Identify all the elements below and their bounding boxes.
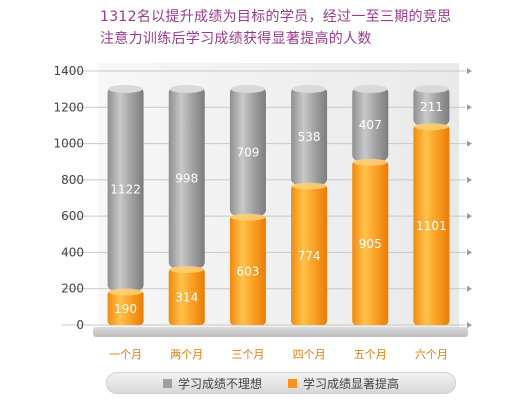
bar-gray-cap bbox=[414, 84, 449, 93]
y-tick-label: 0 bbox=[76, 318, 84, 332]
gridline-arrow bbox=[467, 213, 472, 220]
bar-orange-cap bbox=[414, 123, 449, 131]
gridline-arrow bbox=[467, 249, 472, 256]
gridline-arrow bbox=[467, 176, 472, 183]
bar-gray bbox=[413, 86, 450, 126]
bar-group bbox=[229, 84, 266, 325]
legend-label-orange: 学习成绩显著提高 bbox=[303, 376, 400, 391]
data-label-orange: 314 bbox=[175, 291, 198, 305]
y-tick-label: 1000 bbox=[53, 137, 84, 151]
plot-panel bbox=[98, 63, 459, 331]
x-tick-label: 四个月 bbox=[293, 348, 326, 361]
legend-swatch-orange bbox=[288, 378, 297, 388]
chart-title: 1312名以提升成绩为目标的学员，经过一至三期的竞思 注意力训练后学习成绩获得显… bbox=[100, 6, 500, 50]
title-line-1: 1312名以提升成绩为目标的学员，经过一至三期的竞思 bbox=[100, 9, 452, 25]
data-label-gray: 407 bbox=[359, 118, 382, 132]
gridline-arrow bbox=[467, 104, 472, 111]
plot-base bbox=[93, 327, 468, 337]
bar-orange-cap bbox=[230, 213, 265, 221]
x-axis: 一个月 两个月 三个月 四个月 五个月 六个月 bbox=[109, 348, 448, 361]
y-tick-label: 200 bbox=[61, 282, 84, 296]
bar-orange bbox=[229, 215, 266, 325]
x-tick-label: 三个月 bbox=[231, 348, 264, 361]
data-label-gray: 211 bbox=[420, 100, 443, 114]
bar-group bbox=[168, 84, 205, 325]
bar-orange bbox=[413, 125, 450, 325]
y-tick-label: 1200 bbox=[53, 100, 84, 114]
legend: 学习成绩不理想 学习成绩显著提高 bbox=[106, 372, 456, 394]
bar-gray-cap bbox=[353, 84, 388, 93]
bar-group bbox=[352, 84, 389, 325]
data-label-gray: 998 bbox=[175, 171, 198, 185]
gridline-arrow bbox=[467, 68, 472, 74]
bar-gray-cap bbox=[169, 84, 204, 93]
data-label-orange: 190 bbox=[114, 302, 137, 316]
x-tick-label: 六个月 bbox=[415, 348, 448, 361]
bar-orange-cap bbox=[353, 158, 388, 166]
bar-orange-cap bbox=[292, 182, 327, 190]
y-tick-label: 1400 bbox=[53, 64, 84, 78]
bar-gray bbox=[291, 86, 328, 185]
x-tick-label: 一个月 bbox=[109, 348, 142, 361]
data-label-orange: 1101 bbox=[416, 219, 447, 233]
data-label-gray: 1122 bbox=[110, 183, 141, 197]
title-line-2: 注意力训练后学习成绩获得显著提高的人数 bbox=[100, 31, 372, 47]
data-label-gray: 709 bbox=[236, 145, 259, 159]
bar-gray bbox=[229, 86, 266, 216]
bar-gray-cap bbox=[292, 84, 327, 93]
bar-orange bbox=[168, 268, 205, 325]
gridline-arrow bbox=[467, 322, 472, 328]
y-tick-label: 400 bbox=[61, 245, 84, 259]
bar-gray bbox=[352, 86, 389, 161]
data-label-gray: 538 bbox=[298, 130, 321, 144]
bar-orange-cap bbox=[169, 266, 204, 274]
bar-orange bbox=[107, 290, 144, 325]
data-label-orange: 905 bbox=[359, 237, 382, 251]
bars bbox=[107, 84, 450, 325]
bar-gray-cap bbox=[108, 84, 143, 93]
legend-swatch-gray bbox=[162, 378, 172, 388]
bar-group bbox=[107, 84, 144, 325]
bar-orange bbox=[291, 184, 328, 325]
bar-orange-cap bbox=[108, 288, 143, 296]
data-labels: 1122 190 998 314 709 603 538 774 407 905 211 1101 bbox=[110, 100, 446, 316]
x-tick-label: 五个月 bbox=[354, 348, 387, 361]
gridline-arrow bbox=[467, 285, 472, 292]
bar-orange bbox=[352, 160, 389, 325]
data-label-orange: 603 bbox=[236, 264, 259, 278]
y-tick-label: 600 bbox=[61, 209, 84, 223]
legend-item-orange: 学习成绩显著提高 bbox=[288, 375, 399, 392]
x-tick-label: 两个月 bbox=[170, 348, 203, 361]
legend-item-gray: 学习成绩不理想 bbox=[162, 375, 262, 392]
bar-group bbox=[291, 84, 328, 325]
bar-group bbox=[413, 84, 450, 325]
legend-label-gray: 学习成绩不理想 bbox=[177, 376, 262, 391]
bar-gray bbox=[168, 86, 205, 269]
bar-gray-cap bbox=[230, 84, 265, 93]
bar-gray bbox=[107, 86, 144, 291]
data-label-orange: 774 bbox=[298, 249, 321, 263]
gridline-arrow bbox=[467, 140, 472, 147]
y-tick-label: 800 bbox=[61, 173, 84, 187]
y-axis: 0 200 400 600 800 1000 1200 1400 bbox=[53, 64, 84, 332]
